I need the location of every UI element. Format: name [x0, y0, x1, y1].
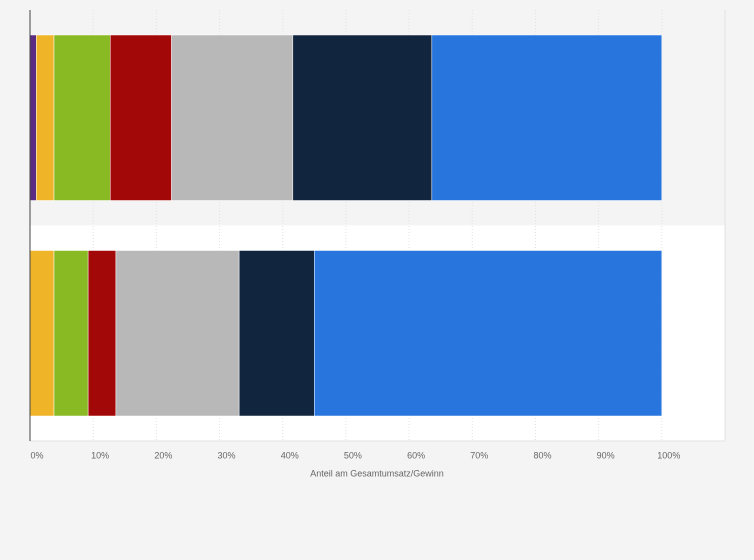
- bar-segment: [238, 250, 315, 417]
- x-tick-label: 50%: [344, 450, 362, 460]
- bar-segment: [115, 250, 240, 417]
- bar-segment: [431, 34, 663, 201]
- x-tick-label: 60%: [407, 450, 425, 460]
- x-tick-label: 10%: [91, 450, 109, 460]
- bar-segment: [53, 34, 111, 201]
- bar-segment: [29, 250, 55, 417]
- x-tick-label: 70%: [470, 450, 488, 460]
- x-tick-label: 30%: [218, 450, 236, 460]
- x-tick-label: 0%: [30, 450, 43, 460]
- bar-segment: [53, 250, 89, 417]
- x-tick-label: 90%: [597, 450, 615, 460]
- bar-segment: [109, 34, 172, 201]
- x-tick-label: 20%: [154, 450, 172, 460]
- bar-segment: [29, 34, 37, 201]
- bar-segment: [87, 250, 117, 417]
- bar-segment: [292, 34, 433, 201]
- x-tick-label: 80%: [533, 450, 551, 460]
- bar-segment: [171, 34, 294, 201]
- x-axis-label: Anteil am Gesamtumsatz/Gewinn: [310, 468, 444, 478]
- x-tick-label: 100%: [657, 450, 680, 460]
- x-tick-label: 40%: [281, 450, 299, 460]
- bar-segment: [36, 34, 55, 201]
- bar-segment: [314, 250, 663, 417]
